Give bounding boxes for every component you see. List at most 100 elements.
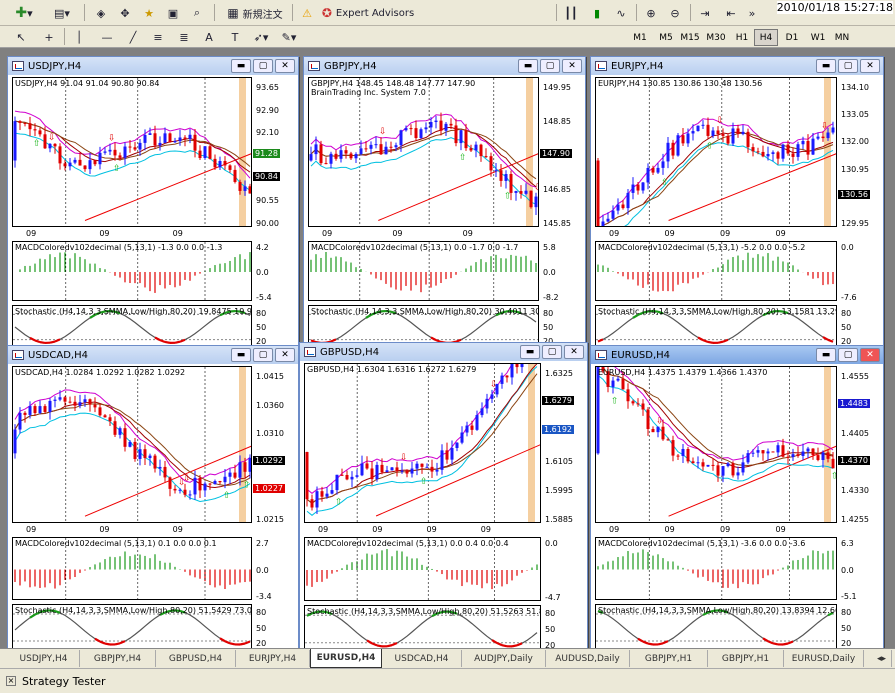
line-chart-icon[interactable]: ∿ bbox=[616, 6, 626, 20]
chart-window-gbpjpy[interactable]: GBPJPY,H4 ▬▢✕ ⇩ ⇧ ⇩ ⇧ GBPJPY,H4 148.45 148.48 … bbox=[303, 56, 586, 348]
window-caption[interactable]: EURUSD,H4 ▬ ▢ ✕ bbox=[591, 346, 883, 364]
candle-chart-icon[interactable]: ▮ bbox=[593, 6, 601, 20]
chart-window-eurjpy[interactable]: EURJPY,H4 ▬ ▢ ✕ ⇩ ⇧ ⇩ ⇧ EURJPY,H4 130.85 130.86 … bbox=[590, 56, 884, 348]
window-caption[interactable]: GBPUSD,H4 ▬ ▢ ✕ bbox=[300, 343, 587, 361]
price-pane[interactable]: ⇩ ⇧ ⇩ ⇧ USDCAD,H4 1.0284 1.0292 1.0282 1.029… bbox=[12, 366, 252, 523]
minimize-button[interactable]: ▬ bbox=[520, 345, 540, 359]
chart-body[interactable]: ⇩ ⇧ ⇩ ⇧ USDCAD,H4 1.0284 1.0292 1.0282 1.029… bbox=[8, 364, 298, 649]
close-button[interactable]: ✕ bbox=[562, 59, 582, 73]
bar-chart-icon[interactable]: ┃┃ bbox=[564, 6, 578, 20]
close-button[interactable]: ✕ bbox=[275, 348, 295, 362]
minimize-button[interactable]: ▬ bbox=[816, 348, 836, 362]
macd-pane[interactable]: MACDColoredv102decimal (5,13,1) -3.6 0.0… bbox=[595, 537, 837, 600]
maximize-button[interactable]: ▢ bbox=[253, 59, 273, 73]
chart-tab[interactable]: AUDJPY,Daily bbox=[462, 650, 546, 667]
horizontal-line-icon[interactable]: — bbox=[101, 30, 113, 44]
strategy-tester-icon[interactable]: ⨯ bbox=[6, 676, 16, 686]
window-caption[interactable]: GBPJPY,H4 ▬ ▢ ✕ bbox=[304, 57, 585, 75]
chart-body[interactable]: ⇩ ⇧ ⇩ ⇧ EURJPY,H4 130.85 130.86 130.48 130.5… bbox=[591, 75, 883, 347]
text-label-icon[interactable]: T bbox=[231, 30, 239, 44]
arrows-icon[interactable]: ➶▾ bbox=[253, 30, 269, 44]
price-pane[interactable]: ⇩⇧⇩⇧EURUSD,H4 1.4375 1.4379 1.4366 1.437… bbox=[595, 366, 837, 523]
zoom-out-icon[interactable]: ⊖ bbox=[670, 6, 680, 20]
chart-window-gbpusd[interactable]: GBPUSD,H4 ▬ ▢ ✕ ⇩ ⇧ ⇩ ⇧ GBPUSD,H4 1.6304 1.6316 … bbox=[299, 342, 588, 652]
price-pane[interactable]: ⇩ ⇧ ⇩ ⇧ GBPJPY,H4 148.45 148.48 147.77 147.9… bbox=[308, 77, 539, 227]
chart-tab[interactable]: GBPUSD,H4 bbox=[156, 650, 236, 667]
window-caption[interactable]: EURJPY,H4 ▬ ▢ ✕ bbox=[591, 57, 883, 75]
stochastic-pane[interactable]: Stochastic (H4,14,3,3,SMMA,Low/High,80,2… bbox=[308, 305, 539, 347]
strategy-tester-label[interactable]: Strategy Tester bbox=[22, 674, 106, 688]
chart-tab[interactable]: GBPJPY,H1 bbox=[708, 650, 784, 667]
timeframe-m30[interactable]: M30 bbox=[706, 32, 726, 43]
macd-pane[interactable]: MACDColoredv102decimal (5,13,1) 0.1 0.0 … bbox=[12, 537, 252, 600]
timeframe-m15[interactable]: M15 bbox=[680, 32, 700, 43]
chart-tab[interactable]: EURUSD,H4 bbox=[310, 649, 382, 668]
timeframe-h1[interactable]: H1 bbox=[735, 32, 749, 43]
stochastic-pane[interactable]: Stochastic (H4,14,3,3,SMMA,Low/High,80,2… bbox=[304, 605, 541, 651]
favorites-icon[interactable]: ★ bbox=[144, 6, 154, 20]
maximize-button[interactable]: ▢ bbox=[542, 345, 562, 359]
close-button[interactable]: ✕ bbox=[860, 348, 880, 362]
chart-body[interactable]: ⇩ ⇧ ⇩ ⇧ USDJPY,H4 91.04 91.04 90.80 90.84 MAC… bbox=[8, 75, 298, 347]
cursor-icon[interactable]: ↖ bbox=[16, 30, 26, 44]
warning-icon[interactable]: ⚠ bbox=[302, 6, 312, 20]
window-caption[interactable]: USDCAD,H4 ▬ ▢ ✕ bbox=[8, 346, 298, 364]
chart-tab[interactable]: EURUSD,Daily bbox=[784, 650, 864, 667]
chart-shift-icon[interactable]: ⇤ bbox=[726, 6, 736, 20]
close-button[interactable]: ✕ bbox=[564, 345, 584, 359]
chart-body[interactable]: ⇩ ⇧ ⇩ ⇧ GBPUSD,H4 1.6304 1.6316 1.6272 1.627… bbox=[300, 361, 587, 651]
chart-tab[interactable]: AUDUSD,Daily bbox=[546, 650, 630, 667]
equidistant-channel-icon[interactable]: ≡ bbox=[153, 30, 163, 44]
macd-pane[interactable]: MACDColoredv102decimal (5,13,1) 0.0 0.4 … bbox=[304, 537, 541, 601]
tab-scroll-arrows-icon[interactable]: ◂▸ bbox=[872, 650, 892, 667]
macd-pane[interactable]: MACDColoredv102decimal (5,13,1) 0.0 -1.7… bbox=[308, 241, 539, 301]
chart-tab[interactable]: USDJPY,H4 bbox=[8, 650, 80, 667]
price-pane[interactable]: ⇩ ⇧ ⇩ ⇧ EURJPY,H4 130.85 130.86 130.48 130.5… bbox=[595, 77, 837, 227]
chart-body[interactable]: ⇩ ⇧ ⇩ ⇧ GBPJPY,H4 148.45 148.48 147.77 147.9… bbox=[304, 75, 585, 347]
crosshair-icon[interactable]: + bbox=[44, 30, 54, 44]
timeframe-mn[interactable]: MN bbox=[834, 32, 850, 43]
timeframe-d1[interactable]: D1 bbox=[785, 32, 799, 43]
tester-icon[interactable]: ⌕ bbox=[193, 6, 201, 19]
terminal-icon[interactable]: ▣ bbox=[167, 6, 179, 20]
more-tools-icon[interactable]: ✎▾ bbox=[281, 30, 297, 44]
chart-tab[interactable]: GBPJPY,H4 bbox=[80, 650, 156, 667]
timeframe-m5[interactable]: M5 bbox=[659, 32, 673, 43]
maximize-button[interactable]: ▢ bbox=[253, 348, 273, 362]
chart-window-eurusd[interactable]: EURUSD,H4▬▢✕ ⇩⇧⇩⇧EURUSD,H4 1.4375 1.4379 … bbox=[590, 345, 884, 650]
timeframe-h4[interactable]: H4 bbox=[754, 29, 778, 46]
expert-advisors-button[interactable]: ✪ Expert Advisors bbox=[321, 6, 415, 20]
price-pane[interactable]: ⇩ ⇧ ⇩ ⇧ USDJPY,H4 91.04 91.04 90.80 90.84 bbox=[12, 77, 252, 227]
stochastic-pane[interactable]: Stochastic (H4,14,3,3,SMMA,Low/High,80,2… bbox=[12, 305, 252, 347]
market-watch-icon[interactable]: ◈ bbox=[96, 6, 106, 20]
new-order-button[interactable]: ▦ 新規注文 bbox=[227, 6, 283, 21]
profiles-icon[interactable]: ▤▾ bbox=[54, 6, 70, 20]
close-button[interactable]: ✕ bbox=[860, 59, 880, 73]
macd-pane[interactable]: MACDColoredv102decimal (5,13,1) -1.3 0.0… bbox=[12, 241, 252, 301]
timeframe-m1[interactable]: M1 bbox=[633, 32, 647, 43]
maximize-button[interactable]: ▢ bbox=[838, 348, 858, 362]
close-button[interactable]: ✕ bbox=[275, 59, 295, 73]
new-chart-icon[interactable]: ✚ ▾ bbox=[15, 5, 33, 21]
navigator-crosshair-icon[interactable]: ✥ bbox=[120, 6, 130, 20]
window-caption[interactable]: USDJPY,H4 ▬ ▢ ✕ bbox=[8, 57, 298, 75]
minimize-button[interactable]: ▬ bbox=[816, 59, 836, 73]
overflow-icon[interactable]: » bbox=[748, 6, 756, 20]
maximize-button[interactable]: ▢ bbox=[540, 59, 560, 73]
trendline-icon[interactable]: ╱ bbox=[129, 30, 137, 44]
chart-tab[interactable]: EURJPY,H4 bbox=[236, 650, 310, 667]
auto-scroll-icon[interactable]: ⇥ bbox=[700, 6, 710, 20]
minimize-button[interactable]: ▬ bbox=[231, 59, 251, 73]
stochastic-pane[interactable]: Stochastic (H4,14,3,3,SMMA,Low/High,80,2… bbox=[595, 604, 837, 649]
minimize-button[interactable]: ▬ bbox=[231, 348, 251, 362]
stochastic-pane[interactable]: Stochastic (H4,14,3,3,SMMA,Low/High,80,2… bbox=[595, 305, 837, 347]
zoom-in-icon[interactable]: ⊕ bbox=[646, 6, 656, 20]
chart-tab[interactable]: USDCAD,H4 bbox=[382, 650, 462, 667]
minimize-button[interactable]: ▬ bbox=[518, 59, 538, 73]
maximize-button[interactable]: ▢ bbox=[838, 59, 858, 73]
fibonacci-icon[interactable]: ≣ bbox=[179, 30, 189, 44]
chart-window-usdcad[interactable]: USDCAD,H4 ▬ ▢ ✕ ⇩ ⇧ ⇩ ⇧ USDCAD,H4 1.0284 1.0292 … bbox=[7, 345, 299, 650]
chart-body[interactable]: ⇩⇧⇩⇧EURUSD,H4 1.4375 1.4379 1.4366 1.437… bbox=[591, 364, 883, 649]
text-icon[interactable]: A bbox=[205, 30, 213, 44]
price-pane[interactable]: ⇩ ⇧ ⇩ ⇧ GBPUSD,H4 1.6304 1.6316 1.6272 1.627… bbox=[304, 363, 541, 523]
